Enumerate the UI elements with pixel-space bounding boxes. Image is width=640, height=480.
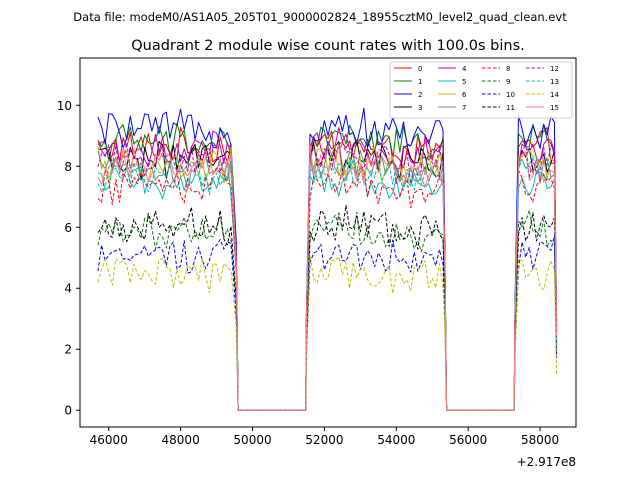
- data-file-label: Data file: modeM0/AS1A05_205T01_90000028…: [73, 10, 567, 24]
- y-tick-label: 2: [64, 343, 72, 357]
- y-tick-label: 10: [57, 99, 72, 113]
- series-line-12: [97, 141, 558, 411]
- x-offset-label: +2.917e8: [517, 455, 576, 469]
- series-line-14: [97, 254, 558, 411]
- x-tick-label: 52000: [305, 433, 343, 447]
- x-tick-label: 58000: [521, 433, 559, 447]
- y-axis: 0 2 4 6 8 10: [57, 99, 80, 418]
- legend-label-8: 8: [506, 65, 510, 73]
- legend-label-9: 9: [506, 78, 510, 86]
- legend-label-12: 12: [550, 65, 559, 73]
- series-line-9: [97, 209, 558, 411]
- x-axis: 46000 48000 50000 52000 54000 56000 58000: [90, 427, 559, 447]
- series-line-11: [97, 204, 558, 411]
- chart-title: Quadrant 2 module wise count rates with …: [131, 38, 525, 54]
- series-line-10: [97, 235, 558, 411]
- legend-label-0: 0: [418, 65, 422, 73]
- series-line-8: [97, 166, 558, 411]
- legend-label-3: 3: [418, 104, 422, 112]
- legend-label-4: 4: [462, 65, 467, 73]
- legend-label-13: 13: [550, 78, 559, 86]
- legend-label-15: 15: [550, 104, 559, 112]
- x-tick-label: 48000: [162, 433, 200, 447]
- series-line-15: [97, 144, 558, 411]
- legend-label-5: 5: [462, 78, 466, 86]
- legend-label-11: 11: [506, 104, 515, 112]
- series-line-13: [97, 156, 558, 411]
- x-tick-label: 56000: [449, 433, 487, 447]
- legend-label-1: 1: [418, 78, 422, 86]
- legend-label-6: 6: [462, 91, 467, 99]
- x-tick-label: 46000: [90, 433, 128, 447]
- plot-area: [80, 58, 576, 427]
- y-tick-label: 6: [64, 221, 72, 235]
- legend-box: [389, 61, 573, 119]
- x-tick-label: 54000: [377, 433, 415, 447]
- plot-frame: [79, 57, 577, 428]
- legend-label-14: 14: [550, 91, 559, 99]
- legend-label-7: 7: [462, 104, 466, 112]
- y-tick-label: 4: [64, 282, 72, 296]
- y-tick-label: 8: [64, 160, 72, 174]
- legend-label-10: 10: [506, 91, 515, 99]
- x-tick-label: 50000: [233, 433, 271, 447]
- series-lines: [97, 107, 558, 411]
- legend-label-2: 2: [418, 91, 422, 99]
- y-tick-label: 0: [64, 404, 72, 418]
